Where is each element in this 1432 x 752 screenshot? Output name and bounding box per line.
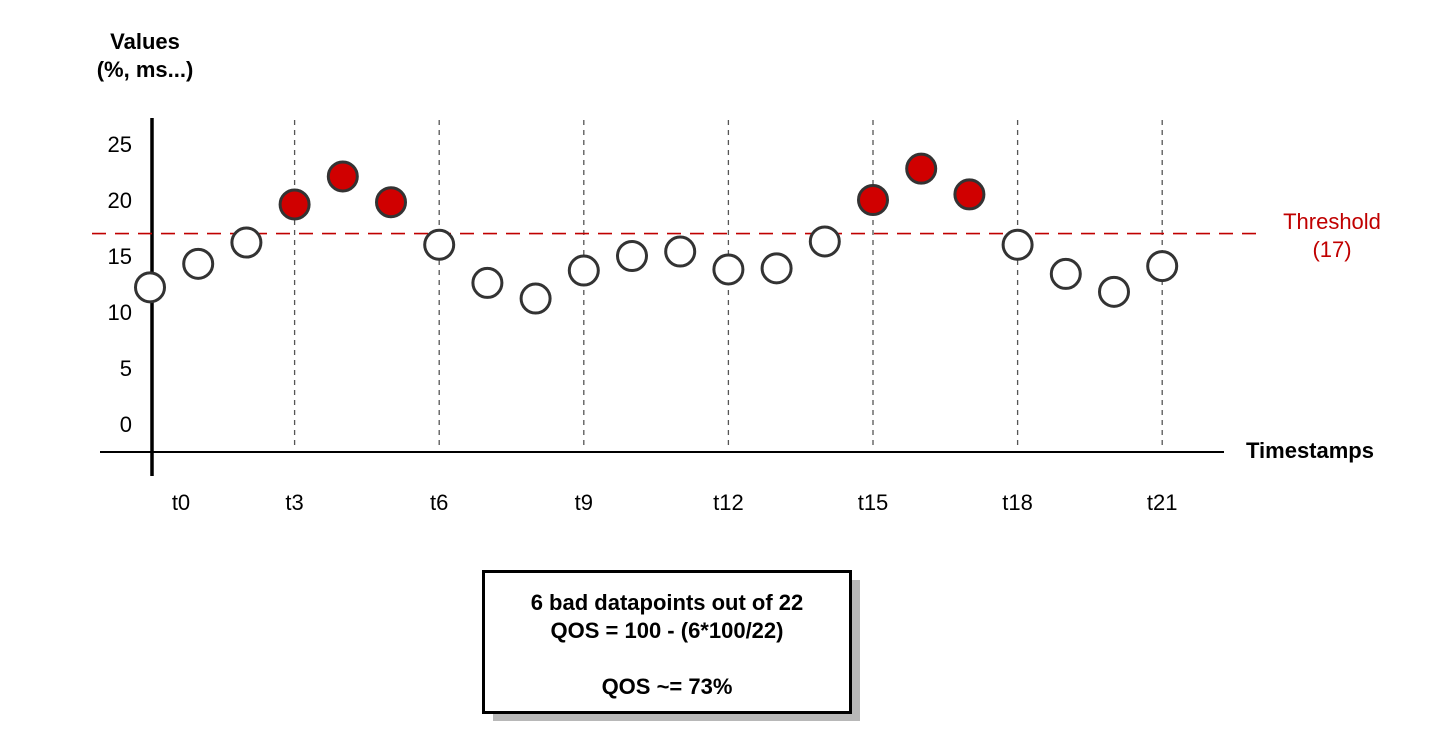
x-axis-title: Timestamps — [1246, 438, 1374, 463]
data-point — [471, 266, 504, 299]
data-point — [664, 235, 697, 268]
bad-data-point — [905, 152, 938, 185]
data-point — [134, 271, 166, 304]
y-axis-title: Values (%, ms...) — [80, 28, 210, 84]
y-tick-label: 25 — [108, 132, 132, 157]
x-tick-label: t15 — [858, 490, 889, 515]
y-axis-title-line1: Values — [110, 29, 180, 54]
y-tick-label: 0 — [120, 412, 132, 437]
data-point — [808, 225, 841, 258]
qos-line-bad-count: 6 bad datapoints out of 22 — [530, 590, 804, 615]
bad-data-point — [326, 160, 359, 193]
y-axis-title-line2: (%, ms...) — [96, 57, 194, 82]
threshold-label: Threshold (17) — [1262, 208, 1402, 264]
y-tick-label: 20 — [108, 188, 132, 213]
threshold-label-line1: Threshold — [1283, 209, 1381, 234]
x-tick-label: t6 — [430, 490, 448, 515]
x-tick-label: t21 — [1147, 490, 1178, 515]
qos-line-formula: QOS = 100 - (6*100/22) — [550, 618, 784, 643]
x-tick-label: t3 — [285, 490, 303, 515]
data-point — [182, 247, 215, 280]
data-point — [230, 226, 263, 259]
bad-data-point — [278, 188, 311, 221]
x-tick-label: t12 — [713, 490, 744, 515]
data-point — [616, 240, 648, 272]
data-point — [1001, 228, 1034, 261]
data-point — [423, 228, 456, 261]
data-point — [519, 282, 552, 315]
bad-data-point — [375, 186, 407, 219]
data-point — [712, 253, 745, 286]
x-tick-label: t0 — [172, 490, 190, 515]
qos-summary-box: 6 bad datapoints out of 22 QOS = 100 - (… — [482, 570, 852, 714]
data-point — [567, 254, 600, 287]
qos-line-result: QOS ~= 73% — [601, 674, 733, 699]
x-tick-label: t18 — [1002, 490, 1033, 515]
bad-data-point — [953, 178, 986, 211]
data-point — [760, 252, 793, 285]
threshold-label-line2: (17) — [1312, 237, 1352, 262]
y-tick-label: 10 — [108, 300, 132, 325]
data-point — [1098, 275, 1130, 308]
data-point — [1146, 250, 1179, 283]
scatter-chart: 0 5 10 15 20 25 t0 t3 t6 t9 t12 t15 t18 t21 — [92, 118, 1258, 515]
y-tick-label: 15 — [108, 244, 132, 269]
data-point — [1049, 257, 1082, 290]
bad-data-point — [857, 184, 889, 216]
x-tick-label: t9 — [575, 490, 593, 515]
y-tick-label: 5 — [120, 356, 132, 381]
